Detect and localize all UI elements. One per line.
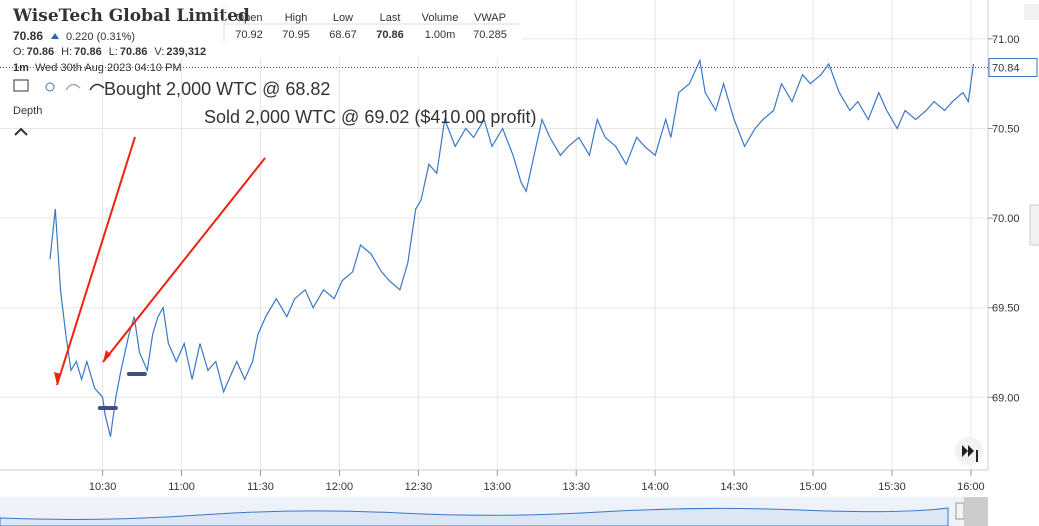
x-tick-label: 13:00	[484, 481, 512, 493]
x-tick-label: 15:00	[799, 481, 827, 493]
side-toggle[interactable]	[1029, 204, 1039, 246]
datetime: Wed 30th Aug 2023 04:10 PM	[35, 62, 182, 74]
y-tick-label: 70.00	[992, 213, 1020, 225]
plot-area	[0, 0, 988, 470]
navigator-series	[0, 507, 949, 526]
stat-value: 70.92	[235, 29, 263, 41]
undo-icon[interactable]	[65, 83, 81, 91]
x-tick-label: 14:00	[641, 481, 669, 493]
icon	[962, 445, 974, 457]
stat-value: 70.285	[473, 29, 507, 41]
y-tick-label: 69.50	[992, 303, 1020, 315]
x-tick-label: 12:00	[326, 481, 354, 493]
up-icon	[51, 33, 59, 39]
icon[interactable]	[13, 79, 29, 92]
x-tick-label: 16:00	[957, 481, 985, 493]
price: 70.86	[13, 29, 43, 43]
ohlc-value: 70.86	[120, 46, 148, 58]
ohlc-label: V:	[154, 46, 164, 58]
stat-value: 70.95	[282, 29, 310, 41]
ohlc-label: L:	[109, 46, 118, 58]
x-tick-label: 14:30	[720, 481, 748, 493]
ohlc-value: 239,312	[166, 46, 206, 58]
redo-icon[interactable]	[89, 83, 105, 91]
stat-value: 68.67	[329, 29, 357, 41]
arrow	[56, 136, 136, 386]
last-price-label: 70.84	[992, 63, 1020, 75]
x-tick-label: 10:30	[89, 481, 117, 493]
ohlc-value: 70.86	[74, 46, 102, 58]
annotation: Sold 2,000 WTC @ 69.02 ($410.00 profit)	[204, 107, 536, 127]
stat-value: 70.86	[376, 29, 404, 41]
interval: 1m	[13, 62, 29, 74]
stat-label: High	[285, 12, 308, 24]
price-line	[49, 58, 975, 437]
depth[interactable]: Depth	[13, 105, 42, 117]
ohlc-label: H:	[61, 46, 72, 58]
toolbar-button[interactable]	[1024, 4, 1039, 20]
x-tick-label: 12:30	[405, 481, 433, 493]
x-tick-label: 15:30	[878, 481, 906, 493]
last-price-tag	[988, 58, 1038, 78]
stat-label: Open	[236, 12, 263, 24]
navigator-scroll[interactable]	[964, 497, 988, 526]
x-tick-label: 11:30	[247, 481, 274, 493]
title: WiseTech Global Limited	[12, 6, 250, 26]
arrow-head	[103, 350, 111, 362]
stat-label: VWAP	[474, 12, 506, 24]
stat-label: Volume	[422, 12, 459, 24]
change: 0.220 (0.31%)	[66, 31, 135, 43]
icon	[976, 450, 978, 462]
arrow	[102, 157, 266, 363]
info-icon[interactable]	[45, 82, 55, 92]
header-panel	[0, 0, 522, 58]
ohlc-value: 70.86	[27, 46, 55, 58]
stat-value: 1.00m	[425, 29, 456, 41]
stat-label: Low	[333, 12, 353, 24]
stat-label: Last	[380, 12, 401, 24]
annotation: Bought 2,000 WTC @ 68.82	[104, 79, 330, 99]
ohlc-label: O:	[13, 46, 25, 58]
y-tick-label: 69.00	[992, 392, 1020, 404]
navigator-handle[interactable]	[955, 502, 965, 520]
y-tick-label: 71.00	[992, 34, 1020, 46]
x-tick-label: 11:00	[168, 481, 195, 493]
collapse-icon[interactable]	[14, 127, 28, 136]
y-tick-label: 70.50	[992, 123, 1020, 135]
arrow-head	[54, 372, 61, 385]
x-tick-label: 13:30	[562, 481, 590, 493]
